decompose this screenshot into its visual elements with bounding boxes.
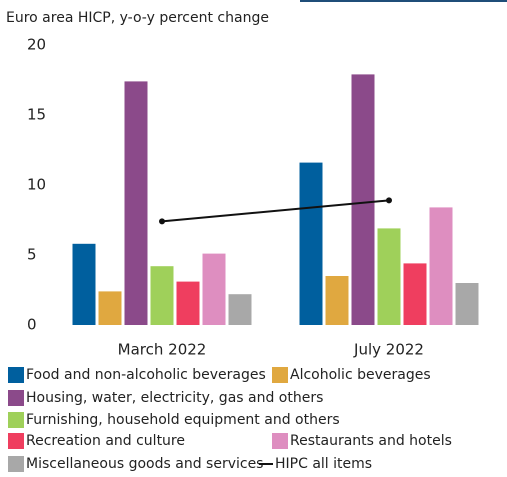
bar <box>377 228 401 325</box>
legend-swatch <box>8 433 24 449</box>
line-point <box>386 197 392 204</box>
legend-label: Restaurants and hotels <box>290 433 452 449</box>
y-tick-label: 10 <box>27 176 46 194</box>
legend-label: Furnishing, household equipment and othe… <box>26 412 340 428</box>
bar <box>72 243 96 325</box>
legend-label: HIPC all items <box>275 456 372 472</box>
legend-label: Miscellaneous goods and services <box>26 456 263 472</box>
bar <box>228 294 252 325</box>
bar <box>351 74 375 326</box>
legend-label: Alcoholic beverages <box>290 367 431 383</box>
y-tick-label: 15 <box>27 106 46 124</box>
y-tick-label: 0 <box>27 316 37 334</box>
legend-label: Housing, water, electricity, gas and oth… <box>26 390 323 406</box>
x-tick-label: July 2022 <box>353 341 424 359</box>
legend-swatch <box>8 456 24 472</box>
bar <box>98 291 122 325</box>
y-tick-label: 5 <box>27 246 37 264</box>
bar <box>202 253 226 325</box>
bar <box>124 81 148 326</box>
bar <box>150 266 174 325</box>
x-tick-label: March 2022 <box>118 341 207 359</box>
bar <box>299 162 323 325</box>
bar <box>429 207 453 325</box>
y-tick-label: 20 <box>27 36 46 54</box>
legend-swatch <box>8 412 24 428</box>
bar <box>176 281 200 325</box>
line <box>161 199 390 223</box>
legend-swatch <box>272 433 288 449</box>
legend-label: Recreation and culture <box>26 433 185 449</box>
bar <box>403 263 427 325</box>
chart-title: Euro area HICP, y-o-y percent change <box>6 10 269 26</box>
legend-swatch <box>272 367 288 383</box>
bar <box>455 283 479 325</box>
legend-label: Food and non-alcoholic beverages <box>26 367 266 383</box>
legend-swatch <box>8 367 24 383</box>
bar <box>325 276 349 325</box>
legend-swatch <box>8 390 24 406</box>
line-point <box>159 218 165 225</box>
